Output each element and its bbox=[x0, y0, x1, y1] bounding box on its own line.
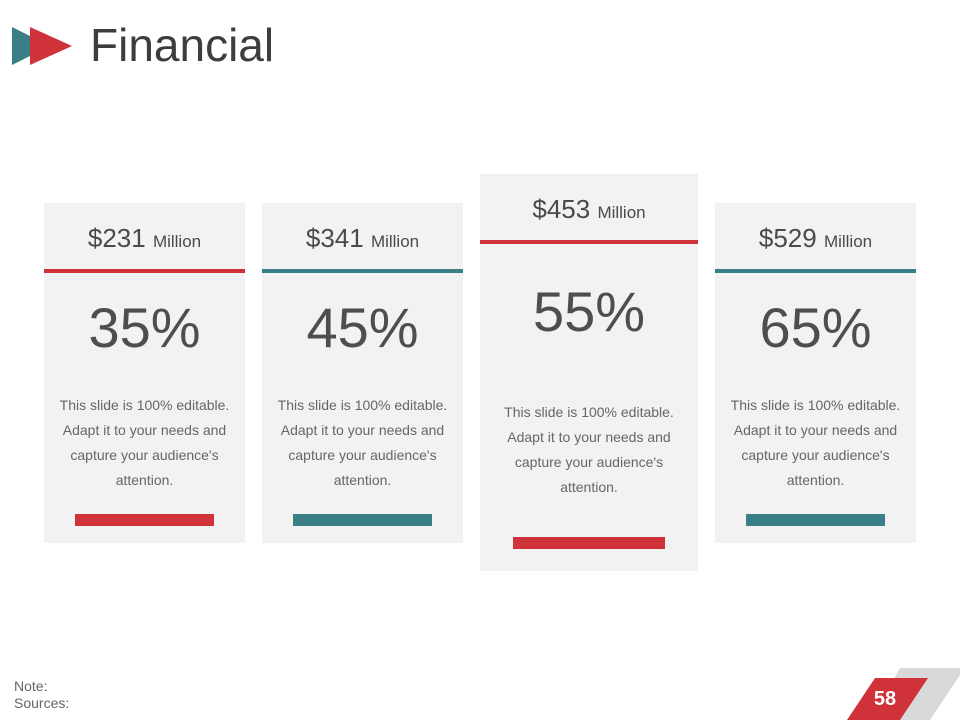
financial-card: $341 Million 45% This slide is 100% edit… bbox=[262, 203, 463, 543]
note-label: Note: bbox=[14, 678, 48, 694]
sources-label: Sources: bbox=[14, 695, 70, 711]
percent: 45% bbox=[306, 296, 419, 359]
financial-card: $529 Million 65% This slide is 100% edit… bbox=[715, 203, 916, 543]
divider bbox=[480, 240, 698, 244]
amount: $453 Million bbox=[532, 194, 646, 224]
description: This slide is 100% editable. Adapt it to… bbox=[504, 404, 674, 495]
divider bbox=[262, 269, 463, 273]
amount: $341 Million bbox=[305, 223, 420, 253]
description: This slide is 100% editable. Adapt it to… bbox=[730, 397, 901, 488]
percent: 55% bbox=[532, 280, 646, 343]
accent-bar bbox=[293, 514, 432, 526]
amount: $529 Million bbox=[758, 223, 873, 253]
page-badge bbox=[847, 668, 960, 720]
amount: $231 Million bbox=[87, 223, 202, 253]
accent-bar bbox=[746, 514, 885, 526]
financial-card: $453 Million 55% This slide is 100% edit… bbox=[480, 174, 698, 571]
page-number: 58 bbox=[873, 688, 897, 710]
financial-card: $231 Million 35% This slide is 100% edit… bbox=[44, 203, 245, 543]
description: This slide is 100% editable. Adapt it to… bbox=[59, 397, 230, 488]
double-arrow-icon bbox=[12, 27, 72, 65]
divider bbox=[44, 269, 245, 273]
page-title: Financial bbox=[90, 19, 275, 71]
divider bbox=[715, 269, 916, 273]
accent-bar bbox=[75, 514, 214, 526]
accent-bar bbox=[513, 537, 665, 549]
percent: 65% bbox=[759, 296, 872, 359]
percent: 35% bbox=[88, 296, 201, 359]
description: This slide is 100% editable. Adapt it to… bbox=[277, 397, 448, 488]
